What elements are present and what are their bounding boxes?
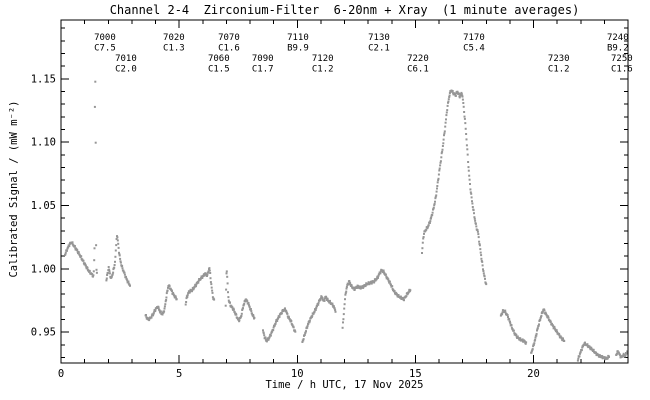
x-tick-label: 5 xyxy=(176,368,182,380)
plot-border xyxy=(60,19,629,364)
flare-label-number: 7090 xyxy=(252,54,274,64)
x-tick-label: 10 xyxy=(291,368,304,380)
x-tick-label: 0 xyxy=(58,368,64,380)
y-tick-label: 1.10 xyxy=(31,137,56,149)
flare-label-number: 7120 xyxy=(312,54,334,64)
flare-label-number: 7170 xyxy=(463,33,485,43)
flare-label-number: 7130 xyxy=(368,33,390,43)
chart-title: Channel 2-4 Zirconium-Filter 6-20nm + Xr… xyxy=(109,3,580,17)
flare-label-class: C1.7 xyxy=(252,65,274,75)
flare-label-number: 7000 xyxy=(94,33,116,43)
flare-label-class: C6.1 xyxy=(407,65,429,75)
y-tick-label: 1.05 xyxy=(31,200,56,212)
flare-label-number: 7220 xyxy=(407,54,429,64)
axis-tick-labels: 0 5 10 15 20 0.95 1.00 1.05 1.10 1.15 xyxy=(31,73,540,380)
flare-label-number: 7020 xyxy=(163,33,185,43)
flare-label-number: 7250 xyxy=(611,54,633,64)
flare-label-class: C7.5 xyxy=(94,44,116,54)
flare-label-number: 7070 xyxy=(218,33,240,43)
flare-label-class: B9.9 xyxy=(287,44,309,54)
flare-label-class: B9.2 xyxy=(607,44,629,54)
flare-label-class: C1.6 xyxy=(611,65,633,75)
y-tick-label: 1.15 xyxy=(31,73,56,85)
flare-labels: 7000C7.57010C2.07020C1.37060C1.57070C1.6… xyxy=(94,33,633,75)
y-tick-label: 0.95 xyxy=(31,327,56,339)
flare-label-class: C5.4 xyxy=(463,44,485,54)
flare-label-number: 7110 xyxy=(287,33,309,43)
flare-label-class: C1.3 xyxy=(163,44,185,54)
flare-label-class: C1.5 xyxy=(208,65,230,75)
flare-label-class: C2.1 xyxy=(368,44,390,54)
flare-label-number: 7240 xyxy=(607,33,629,43)
flare-label-class: C1.2 xyxy=(312,65,334,75)
flare-label-class: C1.2 xyxy=(548,65,570,75)
x-axis-title: Time / h UTC, 17 Nov 2025 xyxy=(265,379,424,391)
y-tick-label: 1.00 xyxy=(31,263,56,275)
x-tick-label: 15 xyxy=(409,368,422,380)
x-tick-label: 20 xyxy=(527,368,540,380)
flare-label-number: 7010 xyxy=(115,54,137,64)
flare-label-class: C2.0 xyxy=(115,65,137,75)
data-points xyxy=(64,80,629,362)
flare-label-number: 7230 xyxy=(548,54,570,64)
flare-label-class: C1.6 xyxy=(218,44,240,54)
flare-label-number: 7060 xyxy=(208,54,230,64)
